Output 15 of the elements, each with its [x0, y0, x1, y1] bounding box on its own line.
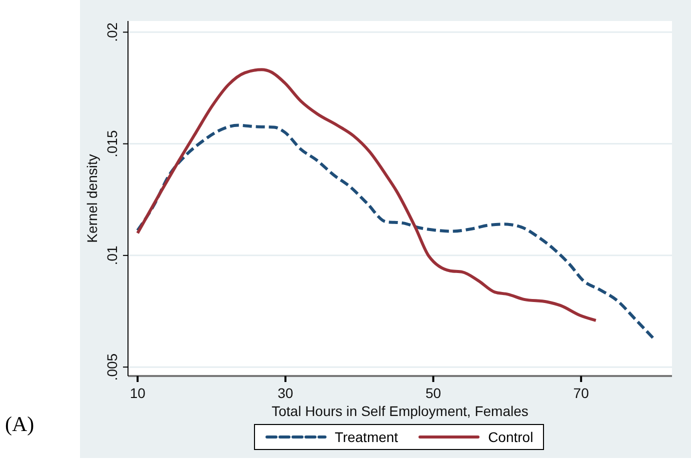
y-tick-label: .02 [104, 22, 120, 42]
y-axis-title: Kernel density [84, 154, 100, 243]
y-tick-label: .005 [104, 353, 120, 381]
text: (A) [5, 412, 34, 437]
y-tick-label: .01 [104, 245, 120, 266]
y-tick-label: .015 [104, 130, 120, 158]
x-tick-label: 30 [278, 385, 294, 401]
legend-label: Control [488, 429, 534, 445]
line-series [136, 68, 598, 322]
x-tick-label: 70 [573, 385, 590, 401]
line-series [136, 124, 656, 342]
x-axis-title: Total Hours in Self Employment, Females [272, 403, 528, 419]
x-tick-label: 10 [130, 385, 146, 401]
x-tick-label: 50 [425, 385, 442, 401]
legend-label: Treatment [334, 429, 398, 445]
